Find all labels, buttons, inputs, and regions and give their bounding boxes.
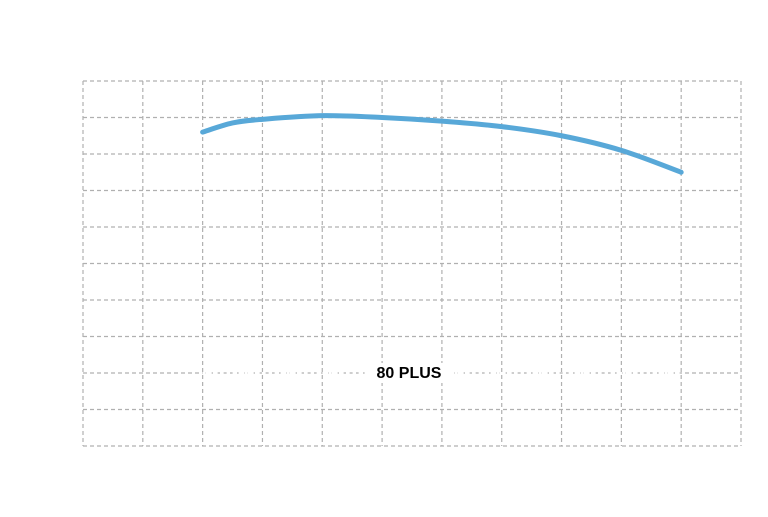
series-line [200,113,684,175]
annotation-bg [367,363,451,383]
annotation-text: 80 PLUS [377,365,442,382]
